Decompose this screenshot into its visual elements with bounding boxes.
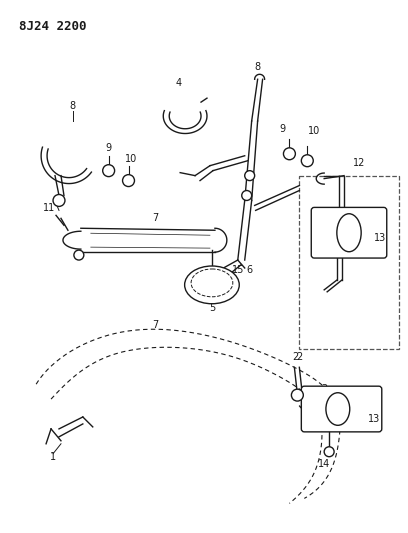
Text: 9: 9: [106, 143, 112, 153]
Circle shape: [291, 389, 303, 401]
Text: 6: 6: [246, 265, 253, 275]
Text: 12: 12: [353, 158, 365, 168]
Text: 13: 13: [368, 414, 380, 424]
Circle shape: [324, 447, 334, 457]
Circle shape: [284, 148, 295, 160]
Text: 7: 7: [152, 320, 158, 329]
Circle shape: [302, 155, 313, 167]
Text: 3: 3: [321, 384, 327, 394]
Circle shape: [242, 190, 252, 200]
Text: 13: 13: [374, 233, 386, 243]
Text: 10: 10: [308, 126, 320, 136]
Text: 1: 1: [50, 451, 56, 462]
Circle shape: [245, 171, 255, 181]
Text: 11: 11: [43, 204, 55, 213]
Text: 8: 8: [255, 62, 261, 72]
Ellipse shape: [185, 266, 239, 304]
Ellipse shape: [326, 393, 350, 425]
Text: 2: 2: [296, 352, 302, 362]
Circle shape: [74, 250, 84, 260]
Circle shape: [122, 175, 135, 187]
Text: 7: 7: [152, 213, 158, 223]
Text: 9: 9: [279, 124, 286, 134]
Circle shape: [103, 165, 115, 176]
FancyBboxPatch shape: [311, 207, 387, 258]
Circle shape: [53, 195, 65, 206]
Text: 10: 10: [125, 154, 137, 164]
Ellipse shape: [337, 214, 361, 252]
Text: 8: 8: [70, 101, 76, 111]
Text: 2: 2: [292, 352, 299, 362]
Bar: [299, 175, 399, 350]
Ellipse shape: [191, 269, 233, 297]
Text: 14: 14: [318, 459, 330, 469]
Text: 15: 15: [232, 265, 244, 275]
FancyBboxPatch shape: [302, 386, 382, 432]
Text: 4: 4: [175, 78, 181, 88]
Text: 8J24 2200: 8J24 2200: [19, 20, 87, 33]
Text: 5: 5: [209, 303, 215, 313]
